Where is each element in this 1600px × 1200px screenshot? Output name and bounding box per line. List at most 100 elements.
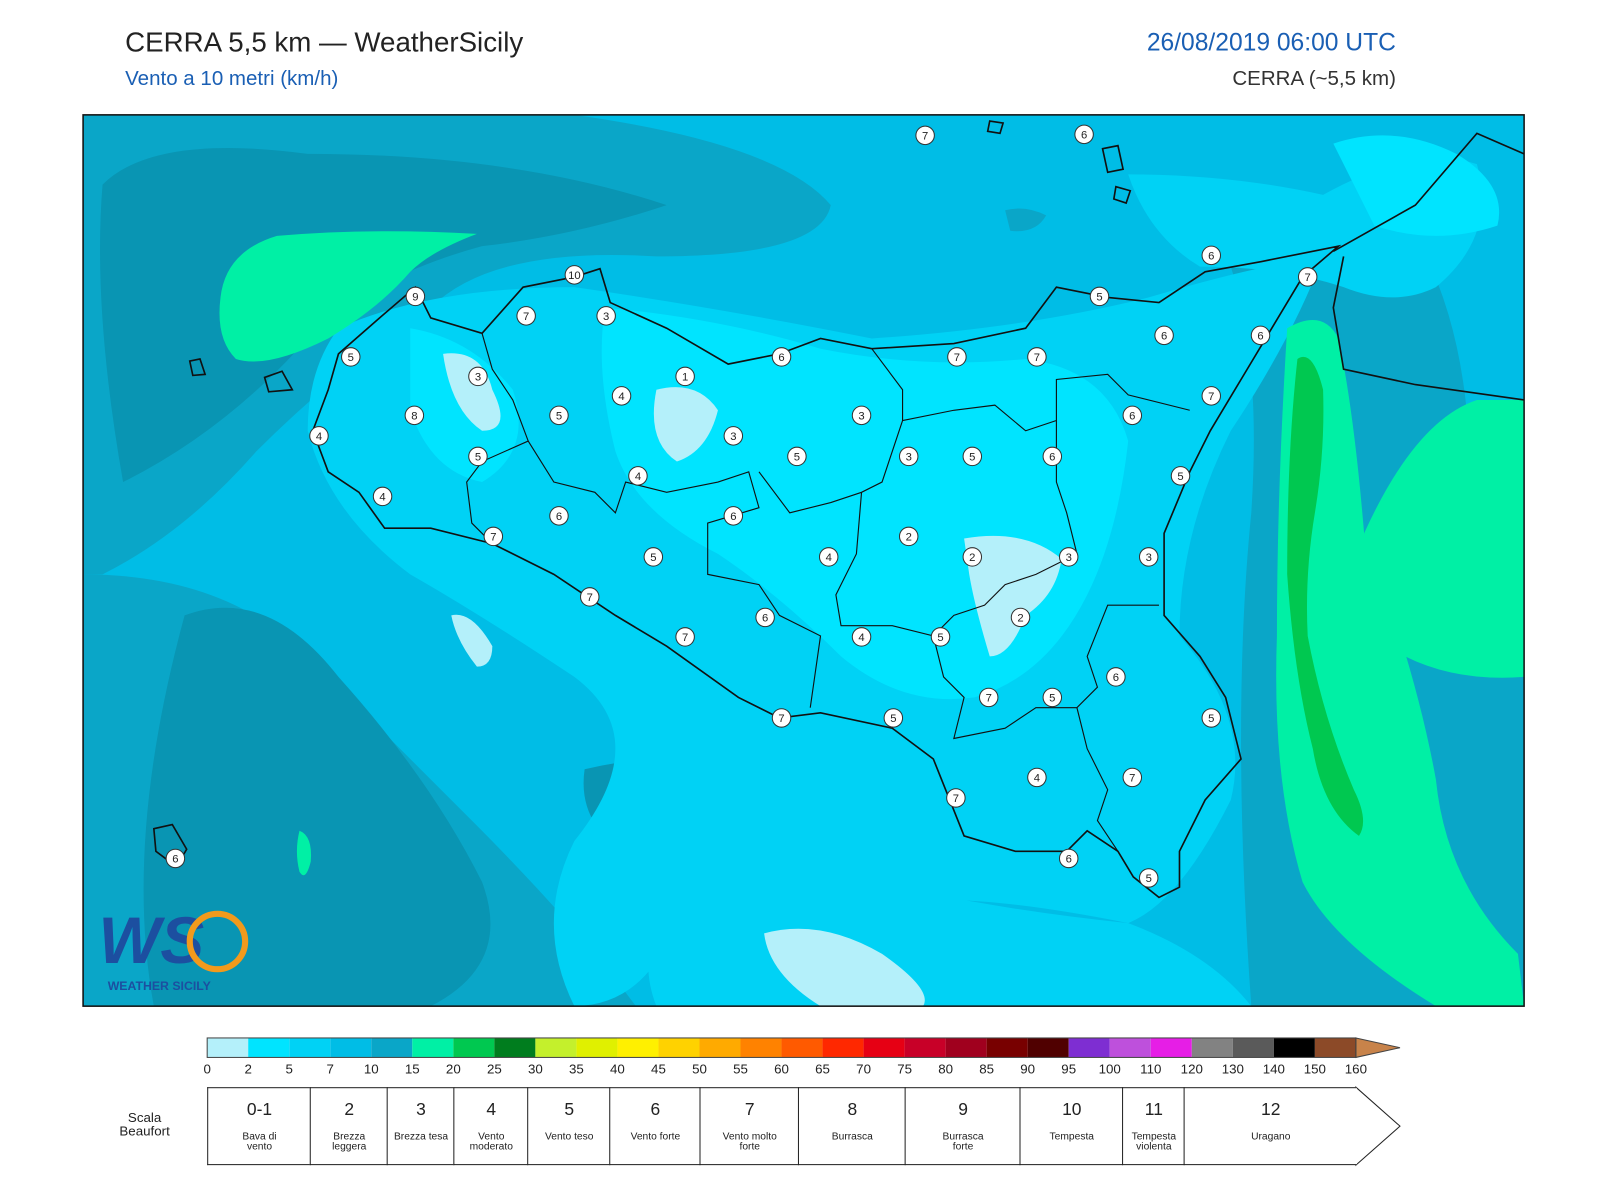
station-marker — [596, 306, 616, 326]
station: 4 — [1027, 767, 1047, 788]
station-value: 6 — [1129, 410, 1135, 422]
colorbar-segment — [248, 1037, 290, 1058]
station-value: 4 — [618, 391, 624, 403]
station-marker — [755, 607, 775, 628]
station: 7 — [516, 306, 536, 326]
station-value: 3 — [1066, 552, 1072, 564]
beaufort-cell: 11 Tempesta violenta — [1122, 1087, 1185, 1166]
station-marker — [468, 366, 488, 387]
station: 6 — [1058, 848, 1079, 869]
subtitle: Vento a 10 metri (km/h) — [125, 67, 339, 91]
station-marker — [1297, 267, 1318, 287]
wind-field — [83, 114, 1525, 1007]
beaufort-cell: 8 Burrasca — [797, 1087, 906, 1166]
station: 4 — [628, 466, 648, 486]
colorbar-segment — [904, 1037, 946, 1058]
station-value: 3 — [858, 410, 864, 422]
station: 1 — [675, 366, 695, 387]
station: 7 — [483, 526, 504, 547]
station: 5 — [930, 627, 951, 647]
beaufort-description: Vento forte — [630, 1131, 681, 1143]
station-value: 7 — [1129, 772, 1135, 784]
station: 5 — [962, 446, 983, 467]
station-value: 5 — [556, 410, 562, 422]
station-marker — [898, 526, 919, 547]
colorbar-tick-label: 40 — [610, 1061, 625, 1076]
colorbar-tick-label: 75 — [897, 1061, 912, 1076]
station-marker — [723, 506, 744, 526]
station-marker — [947, 347, 967, 367]
station-value: 3 — [730, 431, 736, 443]
station-value: 6 — [1257, 330, 1263, 342]
station: 3 — [851, 405, 872, 426]
beaufort-description: Bava di vento — [242, 1131, 277, 1153]
station: 7 — [946, 788, 966, 808]
logo: WS WEATHER SICILY — [98, 904, 249, 993]
beaufort-cell: 10 Tempesta — [1019, 1087, 1124, 1166]
station: 6 — [1154, 325, 1174, 346]
beaufort-force: 10 — [1062, 1099, 1082, 1119]
station: 3 — [468, 366, 488, 387]
stations: 7 6 10 9 7 3 6 7 5 5 6 7 7 6 6 3 1 4 7 8 5 3 6 4 3 5 5 3 5 6 4 5 4 6 6 7 2 5 4… — [165, 124, 1318, 888]
colorbar-tick-label: 140 — [1263, 1061, 1285, 1076]
station: 4 — [309, 426, 329, 446]
station-value: 5 — [348, 352, 354, 364]
colorbar-segment — [207, 1037, 249, 1058]
station-value: 6 — [730, 511, 736, 523]
colorbar-segment — [986, 1037, 1028, 1058]
date: 26/08/2019 06:00 UTC — [1146, 28, 1396, 57]
station-value: 5 — [475, 451, 481, 463]
station: 5 — [468, 446, 488, 467]
station-marker — [818, 547, 839, 567]
station-value: 4 — [635, 471, 641, 483]
station: 4 — [372, 486, 393, 507]
colorbar-segment — [1191, 1037, 1233, 1058]
colorbar-tick-label: 0 — [203, 1061, 210, 1076]
beaufort-description: Burrasca — [831, 1131, 873, 1143]
colorbar-tick-label: 7 — [327, 1061, 334, 1076]
station-value: 3 — [1146, 552, 1152, 564]
station-marker — [643, 547, 664, 567]
station-value: 5 — [794, 451, 800, 463]
station-marker — [946, 788, 966, 808]
colorbar-tick-label: 65 — [815, 1061, 830, 1076]
station-marker — [483, 526, 504, 547]
station: 7 — [1027, 347, 1047, 367]
colorbar-segment — [1314, 1037, 1356, 1058]
station-value: 3 — [475, 371, 481, 383]
station-marker — [628, 466, 648, 486]
colorbar-segment — [494, 1037, 536, 1058]
station-marker — [851, 405, 872, 426]
beaufort-cell: 3 Brezza tesa — [386, 1087, 455, 1166]
beaufort-arrow — [1355, 1086, 1401, 1167]
station-marker — [516, 306, 536, 326]
station: 6 — [755, 607, 775, 628]
beaufort-force: 7 — [744, 1099, 755, 1119]
station-value: 7 — [682, 632, 688, 644]
colorbar-segment — [740, 1037, 782, 1058]
beaufort-force: 0-1 — [246, 1099, 273, 1119]
colorbar-segment — [1232, 1037, 1274, 1058]
station-value: 7 — [1208, 391, 1214, 403]
station-value: 6 — [778, 352, 784, 364]
station-marker — [579, 587, 600, 607]
station-marker — [372, 486, 393, 507]
station-value: 4 — [858, 632, 864, 644]
station-marker — [1027, 767, 1047, 788]
station-value: 7 — [986, 692, 992, 704]
station-marker — [771, 708, 792, 728]
beaufort-force: 2 — [344, 1099, 355, 1119]
station-value: 5 — [1049, 692, 1055, 704]
beaufort-cell: 7 Vento molto forte — [699, 1087, 799, 1166]
station: 6 — [1074, 124, 1094, 145]
colorbar-segment — [1273, 1037, 1315, 1058]
colorbar-extension — [1355, 1037, 1401, 1059]
station: 8 — [404, 405, 425, 426]
station-marker — [1122, 405, 1143, 426]
beaufort-cell: 0-1 Bava di vento — [207, 1087, 311, 1166]
beaufort-cell: 2 Brezza leggera — [309, 1087, 388, 1166]
station-value: 6 — [556, 511, 562, 523]
station: 3 — [596, 306, 616, 326]
